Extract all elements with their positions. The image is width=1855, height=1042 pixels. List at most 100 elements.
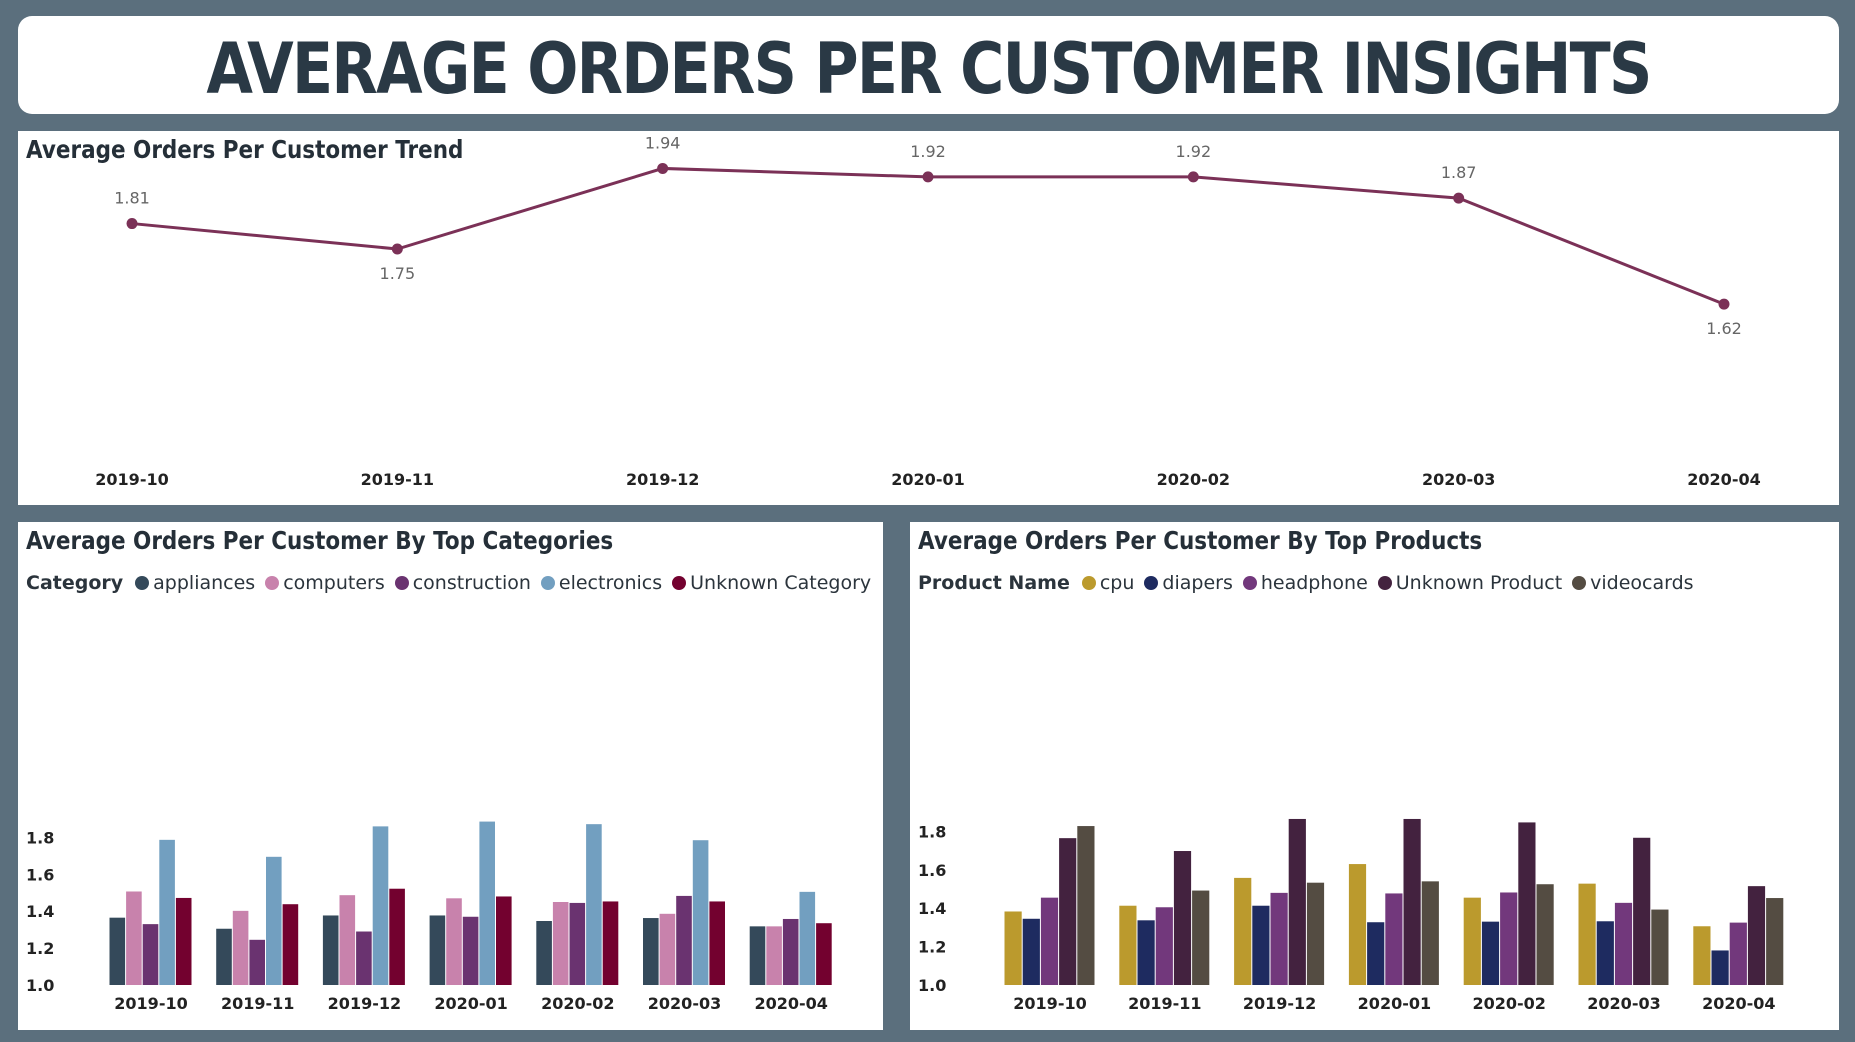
category-bar: [175, 897, 192, 985]
trend-point: [391, 243, 403, 255]
product-legend-item[interactable]: diapers: [1144, 572, 1233, 594]
category-y-tick: 1.4: [26, 902, 54, 921]
product-y-tick: 1.4: [918, 899, 946, 918]
category-chart-panel: Average Orders Per Customer By Top Categ…: [18, 522, 883, 1030]
category-bar: [249, 939, 265, 985]
product-bar: [1633, 837, 1651, 985]
trend-point: [1453, 192, 1465, 204]
category-bar: [602, 901, 619, 985]
product-bar: [1367, 922, 1385, 985]
category-legend-item[interactable]: construction: [394, 572, 531, 594]
category-legend-item[interactable]: computers: [265, 572, 385, 594]
category-bar: [692, 840, 709, 985]
product-bar: [1385, 893, 1403, 985]
product-bar: [1004, 911, 1022, 985]
product-x-tick: 2020-01: [1358, 994, 1431, 1013]
product-bar: [1651, 909, 1669, 985]
product-bar: [1536, 884, 1554, 985]
category-bar: [569, 902, 586, 985]
product-bar: [1766, 898, 1784, 985]
product-bar: [1614, 902, 1633, 985]
product-x-tick: 2019-12: [1243, 994, 1316, 1013]
category-legend: Category appliances computers construction…: [26, 572, 881, 594]
category-legend-swatch: [540, 576, 555, 590]
category-bar: [552, 902, 569, 985]
trend-x-tick: 2019-12: [626, 470, 699, 489]
product-bar: [1155, 907, 1173, 985]
product-x-tick: 2020-04: [1702, 994, 1775, 1013]
product-y-tick: 1.6: [918, 861, 946, 880]
product-x-tick: 2019-10: [1013, 994, 1086, 1013]
category-x-tick: 2019-10: [114, 994, 187, 1013]
category-bar-chart: 1.0 1.2 1.4 1.6 1.8 2019-10 2019-11 2019-12 2020…: [26, 821, 832, 1013]
category-legend-item[interactable]: Unknown Category: [672, 572, 871, 594]
category-bar: [356, 931, 372, 985]
category-bar: [389, 888, 405, 985]
product-bar: [1348, 864, 1367, 985]
product-bar: [1077, 826, 1095, 985]
trend-data-label: 1.81: [114, 189, 150, 208]
product-bar: [1711, 950, 1729, 985]
category-x-tick: 2019-12: [328, 994, 401, 1013]
category-x-tick: 2020-03: [648, 994, 721, 1013]
product-legend-label: Unknown Product: [1395, 572, 1563, 594]
product-legend-swatch: [1242, 576, 1257, 590]
product-chart-title: Average Orders Per Customer By Top Produ…: [918, 526, 1483, 555]
category-bar: [339, 895, 356, 985]
title-banner: AVERAGE ORDERS PER CUSTOMER INSIGHTS: [18, 16, 1839, 114]
product-legend-swatch: [1377, 576, 1392, 590]
trend-point: [1187, 171, 1199, 183]
category-y-tick: 1.6: [26, 865, 54, 884]
product-legend-label: diapers: [1162, 572, 1233, 594]
category-legend-swatch: [394, 576, 409, 590]
trend-line-chart: 1.81 2019-10 1.75 2019-11 1.94 2019-12 1.92 202…: [95, 133, 1760, 489]
product-bar: [1059, 838, 1077, 985]
product-legend-swatch: [1572, 576, 1587, 590]
category-y-tick: 1.8: [26, 828, 54, 847]
trend-data-label: 1.75: [380, 264, 416, 283]
category-bar: [109, 917, 126, 985]
product-legend-item[interactable]: headphone: [1242, 572, 1368, 594]
category-bar: [462, 916, 479, 985]
category-legend-item[interactable]: appliances: [135, 572, 255, 594]
category-bar: [749, 926, 766, 985]
category-bar: [142, 924, 159, 985]
product-y-tick: 1.8: [918, 822, 946, 841]
trend-data-label: 1.87: [1441, 163, 1477, 182]
trend-data-label: 1.94: [645, 133, 681, 152]
category-bar: [216, 928, 232, 985]
category-bar: [676, 895, 692, 985]
product-bar: [1729, 922, 1747, 985]
category-legend-item[interactable]: electronics: [540, 572, 662, 594]
product-legend-item[interactable]: videocards: [1572, 572, 1694, 594]
product-bar: [1119, 905, 1137, 985]
category-legend-swatch: [135, 576, 150, 590]
category-bar: [659, 913, 676, 985]
product-legend-title: Product Name: [918, 572, 1070, 594]
category-bar: [782, 918, 799, 985]
category-bar: [496, 896, 512, 985]
category-legend-swatch: [672, 576, 687, 590]
category-bar: [479, 821, 495, 985]
product-legend-label: videocards: [1590, 572, 1694, 594]
category-legend-label: construction: [412, 572, 531, 594]
category-legend-title: Category: [26, 572, 124, 594]
category-legend-label: Unknown Category: [690, 572, 872, 594]
product-y-tick: 1.2: [918, 938, 946, 957]
category-bar: [372, 826, 389, 985]
category-y-tick: 1.0: [26, 976, 54, 995]
category-bar: [709, 901, 725, 985]
trend-data-label: 1.92: [910, 142, 946, 161]
product-bar: [1693, 926, 1711, 985]
trend-data-label: 1.92: [1176, 142, 1212, 161]
trend-point: [922, 171, 934, 183]
trend-x-tick: 2019-11: [361, 470, 434, 489]
product-legend-item[interactable]: cpu: [1081, 572, 1134, 594]
category-bar: [266, 856, 282, 985]
category-y-tick: 1.2: [26, 939, 54, 958]
product-bar: [1747, 886, 1766, 985]
product-bar: [1518, 822, 1536, 985]
category-bar: [282, 904, 299, 985]
product-legend-item[interactable]: Unknown Product: [1377, 572, 1563, 594]
category-x-tick: 2020-02: [541, 994, 614, 1013]
